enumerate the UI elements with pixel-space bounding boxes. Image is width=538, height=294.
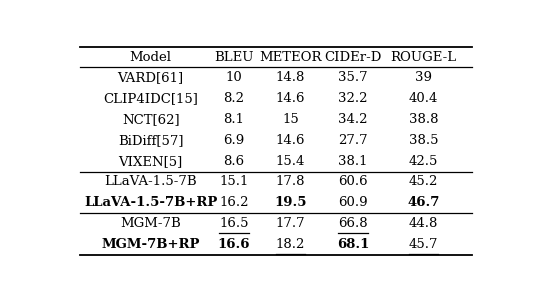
Text: 8.1: 8.1: [223, 113, 245, 126]
Text: 14.6: 14.6: [275, 92, 305, 105]
Text: 27.7: 27.7: [338, 134, 367, 147]
Text: 8.6: 8.6: [223, 155, 245, 168]
Text: MGM-7B+RP: MGM-7B+RP: [101, 238, 200, 251]
Text: 10: 10: [225, 71, 243, 84]
Text: 14.8: 14.8: [275, 71, 305, 84]
Text: 45.2: 45.2: [409, 176, 438, 188]
Text: 19.5: 19.5: [274, 196, 307, 209]
Text: 42.5: 42.5: [409, 155, 438, 168]
Text: 39: 39: [415, 71, 432, 84]
Text: LLaVA-1.5-7B+RP: LLaVA-1.5-7B+RP: [84, 196, 217, 209]
Text: 16.5: 16.5: [220, 217, 249, 230]
Text: 18.2: 18.2: [275, 238, 305, 251]
Text: 8.2: 8.2: [223, 92, 245, 105]
Text: VARD[61]: VARD[61]: [118, 71, 183, 84]
Text: Model: Model: [130, 51, 172, 64]
Text: BLEU: BLEU: [214, 51, 254, 64]
Text: 45.7: 45.7: [409, 238, 438, 251]
Text: 6.9: 6.9: [223, 134, 245, 147]
Text: 60.9: 60.9: [338, 196, 367, 209]
Text: ROUGE-L: ROUGE-L: [391, 51, 457, 64]
Text: 44.8: 44.8: [409, 217, 438, 230]
Text: MGM-7B: MGM-7B: [121, 217, 181, 230]
Text: 16.6: 16.6: [218, 238, 250, 251]
Text: 66.8: 66.8: [338, 217, 367, 230]
Text: VIXEN[5]: VIXEN[5]: [118, 155, 183, 168]
Text: 16.2: 16.2: [220, 196, 249, 209]
Text: 34.2: 34.2: [338, 113, 367, 126]
Text: 17.7: 17.7: [275, 217, 305, 230]
Text: CLIP4IDC[15]: CLIP4IDC[15]: [103, 92, 198, 105]
Text: 35.7: 35.7: [338, 71, 367, 84]
Text: 46.7: 46.7: [408, 196, 440, 209]
Text: 68.1: 68.1: [337, 238, 369, 251]
Text: 38.5: 38.5: [409, 134, 438, 147]
Text: 15.1: 15.1: [220, 176, 249, 188]
Text: CIDEr-D: CIDEr-D: [324, 51, 381, 64]
Text: 38.1: 38.1: [338, 155, 367, 168]
Text: 40.4: 40.4: [409, 92, 438, 105]
Text: BiDiff[57]: BiDiff[57]: [118, 134, 183, 147]
Text: 15.4: 15.4: [275, 155, 305, 168]
Text: 32.2: 32.2: [338, 92, 367, 105]
Text: 14.6: 14.6: [275, 134, 305, 147]
Text: 60.6: 60.6: [338, 176, 367, 188]
Text: 38.8: 38.8: [409, 113, 438, 126]
Text: NCT[62]: NCT[62]: [122, 113, 180, 126]
Text: METEOR: METEOR: [259, 51, 322, 64]
Text: 15: 15: [282, 113, 299, 126]
Text: LLaVA-1.5-7B: LLaVA-1.5-7B: [104, 176, 197, 188]
Text: 17.8: 17.8: [275, 176, 305, 188]
